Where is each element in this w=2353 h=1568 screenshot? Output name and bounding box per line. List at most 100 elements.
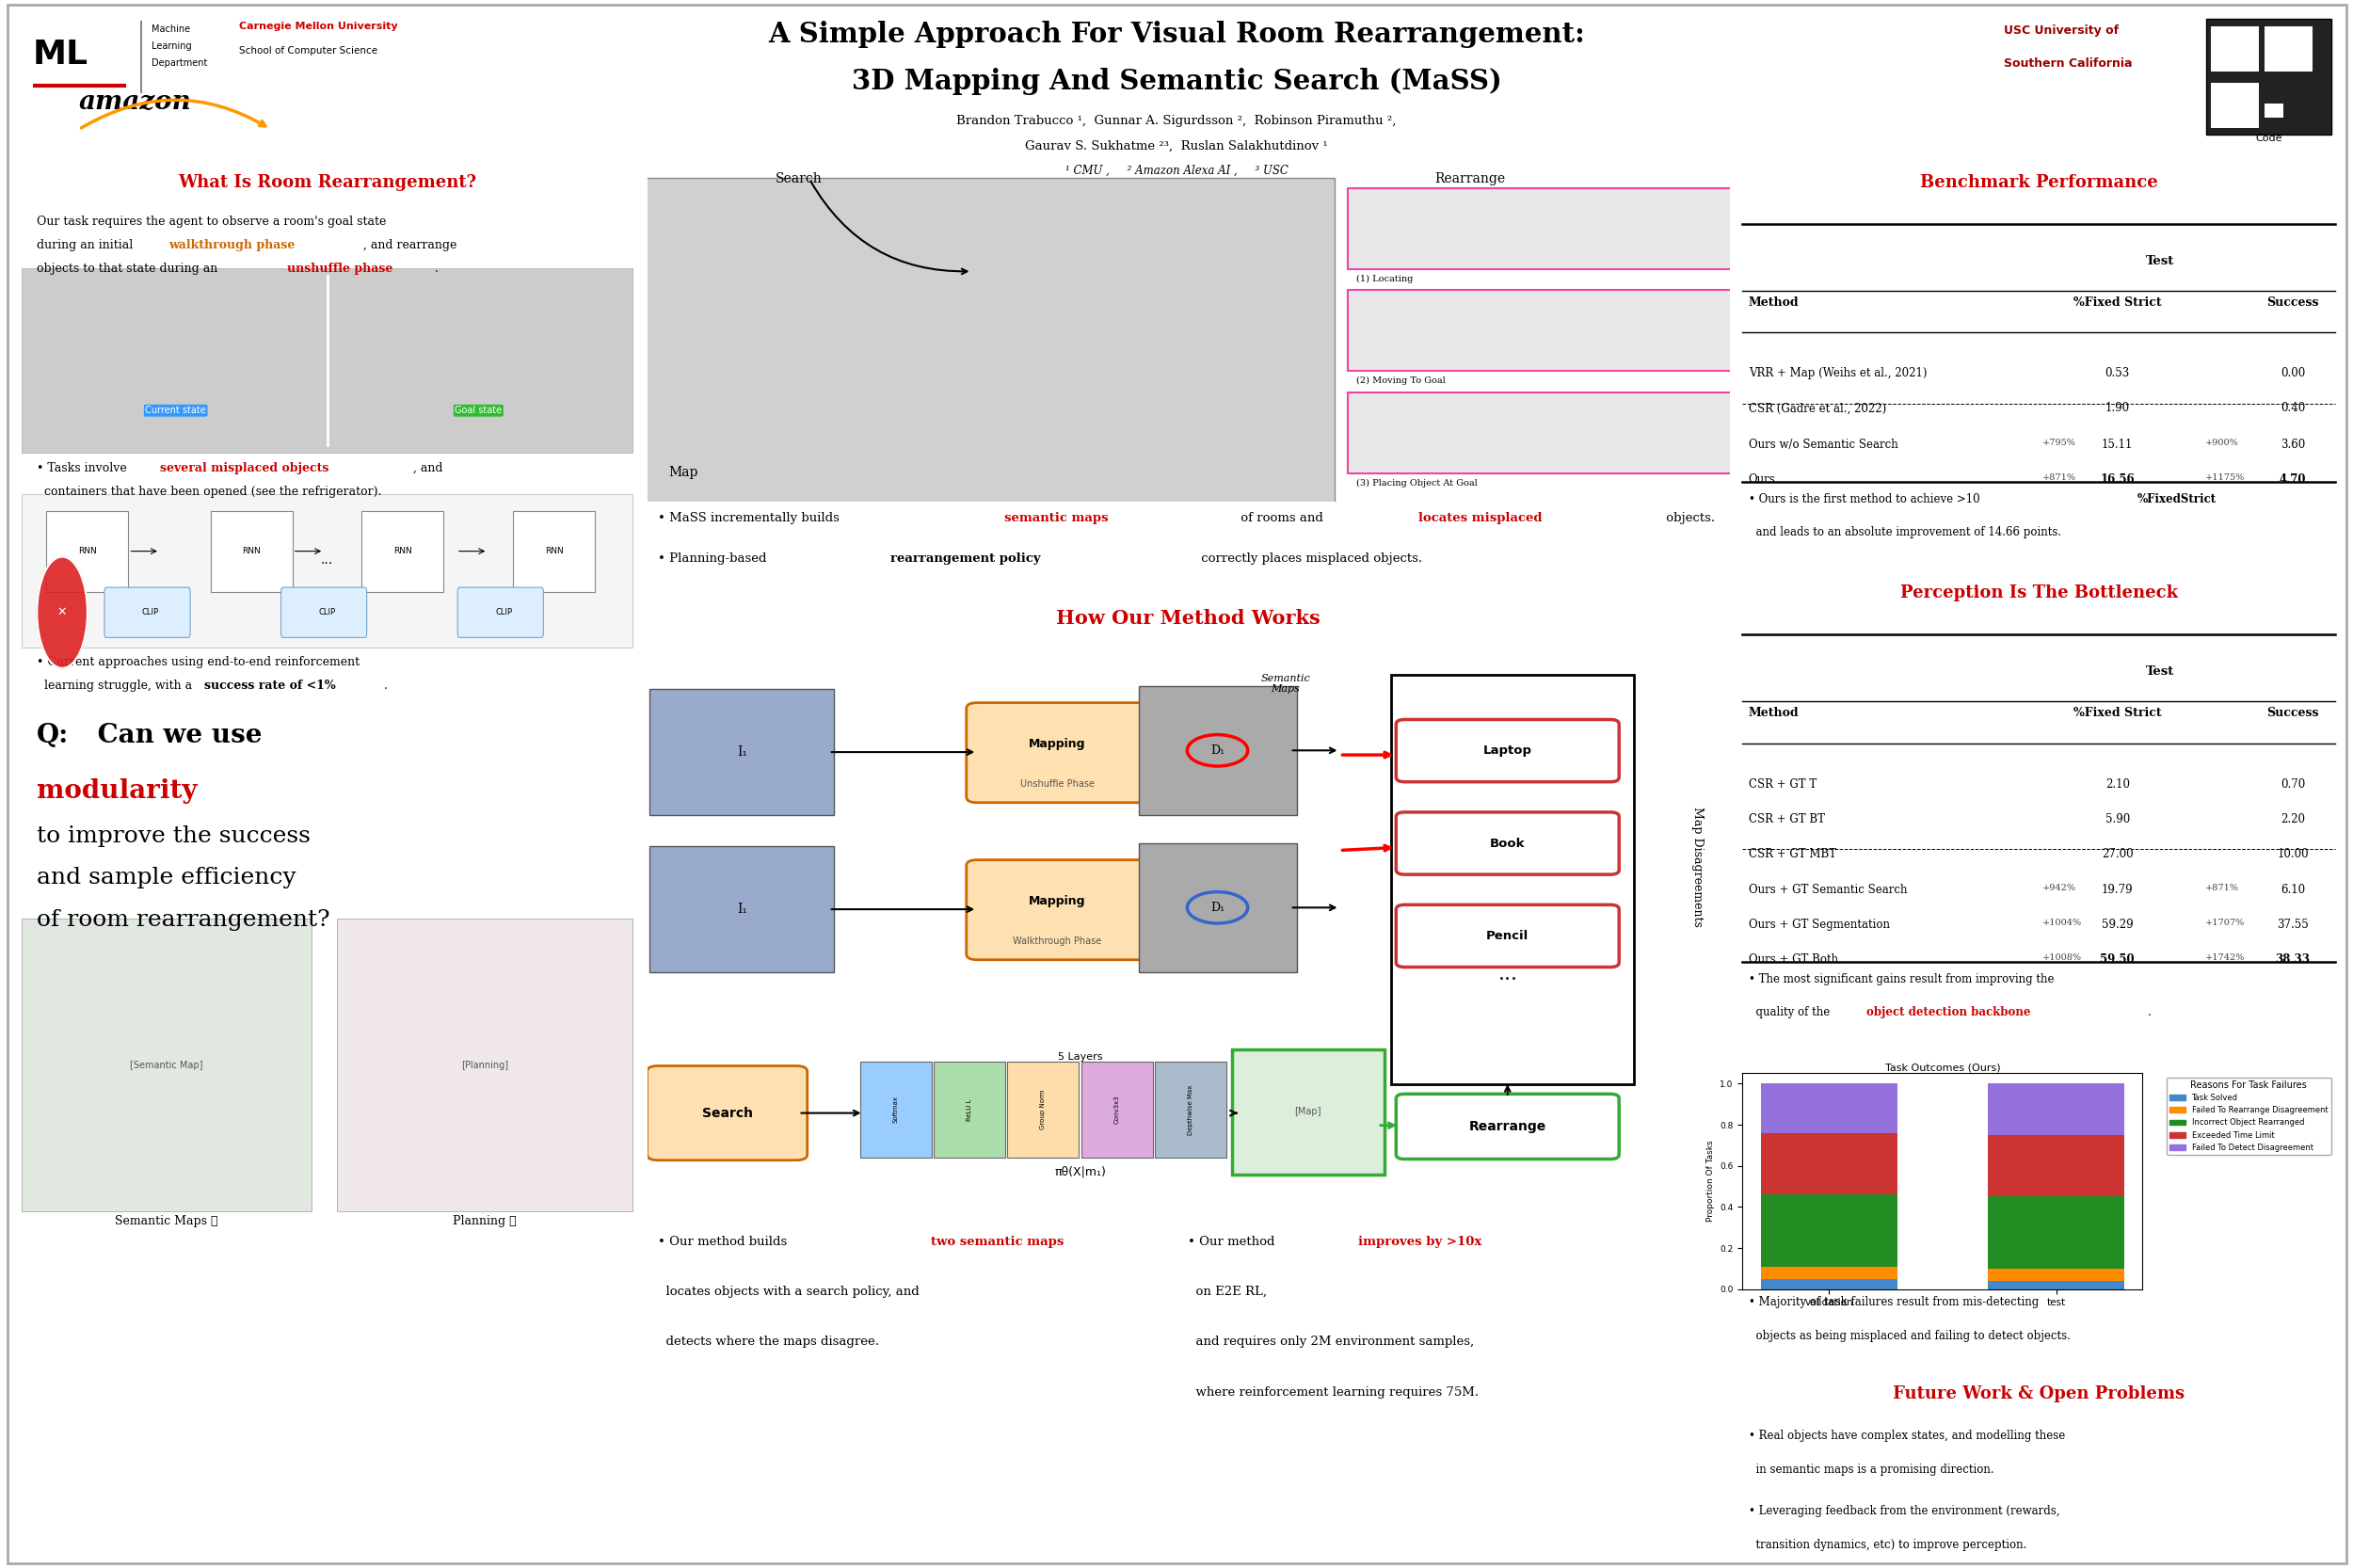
Bar [1988, 1269, 2125, 1281]
Text: [Semantic Map]: [Semantic Map] [129, 1060, 202, 1069]
Text: Laptop: Laptop [1482, 745, 1532, 757]
Text: and requires only 2M environment samples,: and requires only 2M environment samples… [1188, 1336, 1475, 1348]
Text: RNN: RNN [393, 547, 412, 555]
Text: Search: Search [774, 172, 821, 185]
Text: • MaSS incrementally builds: • MaSS incrementally builds [659, 511, 842, 524]
Text: 59.50: 59.50 [2101, 953, 2134, 966]
Text: Future Work & Open Problems: Future Work & Open Problems [1892, 1385, 2186, 1402]
Text: 59.29: 59.29 [2101, 919, 2134, 931]
Text: Benchmark Performance: Benchmark Performance [1920, 174, 2158, 191]
Bar [1760, 1083, 1897, 1134]
Text: objects to that state during an: objects to that state during an [38, 263, 221, 276]
FancyBboxPatch shape [1348, 188, 1732, 270]
Text: [Planning]: [Planning] [461, 1060, 508, 1069]
Text: several misplaced objects: several misplaced objects [160, 463, 329, 474]
Text: Softmax: Softmax [894, 1096, 899, 1123]
Text: Gaurav S. Sukhatme ²³,  Ruslan Salakhutdinov ¹: Gaurav S. Sukhatme ²³, Ruslan Salakhutdi… [1026, 140, 1327, 152]
Text: Semantic Maps ✓: Semantic Maps ✓ [115, 1215, 219, 1228]
Bar [1988, 1083, 2125, 1135]
Text: amazon: amazon [80, 89, 193, 114]
FancyBboxPatch shape [2212, 83, 2259, 129]
FancyBboxPatch shape [1395, 1094, 1619, 1159]
Text: Depthwise Max: Depthwise Max [1188, 1085, 1193, 1135]
FancyBboxPatch shape [104, 588, 191, 638]
Text: %FixedStrict: %FixedStrict [2137, 492, 2217, 505]
FancyBboxPatch shape [1155, 1062, 1226, 1157]
Text: What Is Room Rearrangement?: What Is Room Rearrangement? [179, 174, 475, 191]
Text: Ours + GT Both: Ours + GT Both [1748, 953, 1838, 966]
Text: • Ours is the first method to achieve >10: • Ours is the first method to achieve >1… [1748, 492, 1984, 505]
Text: ReLU L: ReLU L [967, 1099, 972, 1121]
FancyBboxPatch shape [934, 1062, 1005, 1157]
Text: • Leveraging feedback from the environment (rewards,: • Leveraging feedback from the environme… [1748, 1505, 2059, 1518]
Text: CLIP: CLIP [318, 608, 336, 616]
Text: %Fixed Strict: %Fixed Strict [2073, 707, 2162, 720]
Text: +1707%: +1707% [2205, 919, 2245, 927]
Text: CLIP: CLIP [141, 608, 160, 616]
Text: Success: Success [2266, 296, 2320, 309]
Text: (3) Placing Object At Goal: (3) Placing Object At Goal [1355, 478, 1478, 488]
Text: objects.: objects. [1661, 511, 1715, 524]
Text: I₁: I₁ [736, 903, 748, 916]
Text: objects as being misplaced and failing to detect objects.: objects as being misplaced and failing t… [1748, 1330, 2071, 1342]
FancyBboxPatch shape [647, 1066, 807, 1160]
Text: Book: Book [1489, 837, 1525, 850]
Text: 37.55: 37.55 [2278, 919, 2308, 931]
Text: on E2E RL,: on E2E RL, [1188, 1286, 1268, 1298]
Text: Mapping: Mapping [1028, 737, 1085, 750]
Text: .: . [384, 679, 388, 691]
Legend: Task Solved, Failed To Rearrange Disagreement, Incorrect Object Rearranged, Exce: Task Solved, Failed To Rearrange Disagre… [2167, 1077, 2332, 1156]
Text: ML: ML [33, 39, 87, 71]
Text: • Tasks involve: • Tasks involve [38, 463, 132, 474]
Text: Ours + GT Segmentation: Ours + GT Segmentation [1748, 919, 1889, 931]
Text: walkthrough phase: walkthrough phase [167, 240, 294, 251]
Text: Success: Success [2266, 707, 2320, 720]
Text: Goal state: Goal state [454, 406, 501, 416]
Text: 4.70: 4.70 [2280, 474, 2306, 486]
Text: 0.00: 0.00 [2280, 367, 2306, 379]
Text: +942%: +942% [2042, 884, 2075, 892]
Text: Map Disagreements: Map Disagreements [1692, 808, 1704, 927]
Text: learning struggle, with a: learning struggle, with a [38, 679, 195, 691]
Text: modularity: modularity [38, 778, 198, 803]
Text: of room rearrangement?: of room rearrangement? [38, 909, 329, 931]
Text: How Our Method Works: How Our Method Works [1056, 608, 1320, 629]
FancyBboxPatch shape [47, 511, 129, 591]
FancyBboxPatch shape [1139, 685, 1297, 815]
Text: Ours w/o Semantic Search: Ours w/o Semantic Search [1748, 439, 1899, 450]
Text: locates objects with a search policy, and: locates objects with a search policy, an… [659, 1286, 920, 1298]
Text: 0.40: 0.40 [2280, 403, 2306, 414]
Text: , and: , and [412, 463, 442, 474]
Text: Test: Test [2146, 254, 2174, 267]
Text: πθ(X|m₁): πθ(X|m₁) [1054, 1165, 1106, 1178]
Text: Perception Is The Bottleneck: Perception Is The Bottleneck [1899, 585, 2179, 602]
Text: [Map]: [Map] [1294, 1107, 1320, 1116]
Text: • The most significant gains result from improving the: • The most significant gains result from… [1748, 974, 2054, 985]
Text: +1004%: +1004% [2042, 919, 2082, 927]
Text: transition dynamics, etc) to improve perception.: transition dynamics, etc) to improve per… [1748, 1538, 2026, 1551]
Bar [1760, 1267, 1897, 1279]
Bar [1988, 1196, 2125, 1269]
FancyBboxPatch shape [2207, 19, 2332, 135]
FancyBboxPatch shape [280, 588, 367, 638]
Text: Can we use: Can we use [89, 723, 271, 748]
Text: • Real objects have complex states, and modelling these: • Real objects have complex states, and … [1748, 1430, 2066, 1443]
Text: 3.60: 3.60 [2280, 439, 2306, 450]
Text: I₁: I₁ [736, 745, 748, 759]
FancyBboxPatch shape [2264, 103, 2282, 118]
FancyBboxPatch shape [1139, 844, 1297, 972]
Text: Ours: Ours [1748, 474, 1777, 486]
Text: 5 Layers: 5 Layers [1059, 1052, 1101, 1062]
Text: in semantic maps is a promising direction.: in semantic maps is a promising directio… [1748, 1463, 1993, 1475]
Text: 5.90: 5.90 [2106, 812, 2129, 825]
Text: School of Computer Science: School of Computer Science [240, 45, 379, 55]
Text: semantic maps: semantic maps [1005, 511, 1108, 524]
Text: correctly places misplaced objects.: correctly places misplaced objects. [1198, 552, 1421, 564]
Text: Current state: Current state [146, 406, 207, 416]
Text: Rearrange: Rearrange [1435, 172, 1506, 185]
Text: Conv3x3: Conv3x3 [1113, 1094, 1120, 1124]
Bar [1988, 1135, 2125, 1196]
Text: %Fixed Strict: %Fixed Strict [2073, 296, 2162, 309]
Text: to improve the success: to improve the success [38, 825, 311, 847]
Text: Rearrange: Rearrange [1468, 1120, 1546, 1134]
